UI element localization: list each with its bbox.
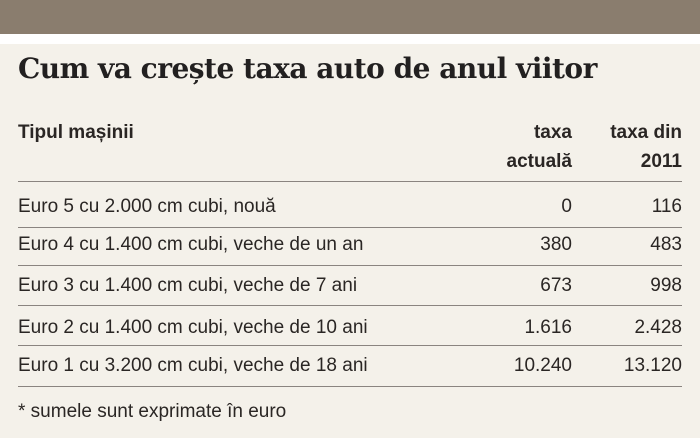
cell-car-type: Euro 3 cu 1.400 cm cubi, veche de 7 ani [18, 275, 358, 296]
cell-new-tax: 2.428 [634, 317, 682, 338]
cell-current-tax: 1.616 [524, 317, 572, 338]
header-car-type: Tipul mașinii [18, 122, 134, 143]
cell-current-tax: 0 [561, 196, 572, 217]
header-new-tax-line1: taxa din [610, 122, 682, 143]
table-row: Euro 1 cu 3.200 cm cubi, veche de 18 ani… [18, 351, 682, 381]
cell-car-type: Euro 5 cu 2.000 cm cubi, nouă [18, 196, 276, 217]
row-divider [18, 305, 682, 306]
cell-new-tax: 483 [650, 234, 682, 255]
table-row: Euro 4 cu 1.400 cm cubi, veche de un an … [18, 230, 682, 260]
table-bottom-divider [18, 386, 682, 387]
row-divider [18, 345, 682, 346]
table-row: Euro 5 cu 2.000 cm cubi, nouă 0 116 [18, 192, 682, 222]
header-new-tax-line2: 2011 [640, 151, 682, 172]
banner-gap [0, 34, 700, 44]
cell-car-type: Euro 2 cu 1.400 cm cubi, veche de 10 ani [18, 317, 368, 338]
cell-new-tax: 13.120 [623, 355, 682, 376]
cell-current-tax: 673 [540, 275, 572, 296]
top-banner-band [0, 0, 700, 34]
header-current-tax: taxa actuală [507, 118, 572, 176]
cell-current-tax: 380 [540, 234, 572, 255]
cell-new-tax: 998 [650, 275, 682, 296]
header-new-tax: taxa din 2011 [610, 118, 682, 176]
row-divider [18, 227, 682, 228]
cell-car-type: Euro 1 cu 3.200 cm cubi, veche de 18 ani [18, 355, 368, 376]
header-current-tax-line1: taxa [533, 122, 572, 143]
cell-new-tax: 116 [651, 196, 682, 217]
table-row: Euro 2 cu 1.400 cm cubi, veche de 10 ani… [18, 313, 682, 343]
cell-car-type: Euro 4 cu 1.400 cm cubi, veche de un an [18, 234, 364, 255]
footnote: * sumele sunt exprimate în euro [18, 401, 287, 422]
row-divider [18, 265, 682, 266]
header-divider [18, 181, 682, 182]
header-current-tax-line2: actuală [506, 151, 572, 172]
cell-current-tax: 10.240 [513, 355, 572, 376]
table-row: Euro 3 cu 1.400 cm cubi, veche de 7 ani … [18, 271, 682, 301]
table-title: Cum va crește taxa auto de anul viitor [18, 52, 597, 85]
